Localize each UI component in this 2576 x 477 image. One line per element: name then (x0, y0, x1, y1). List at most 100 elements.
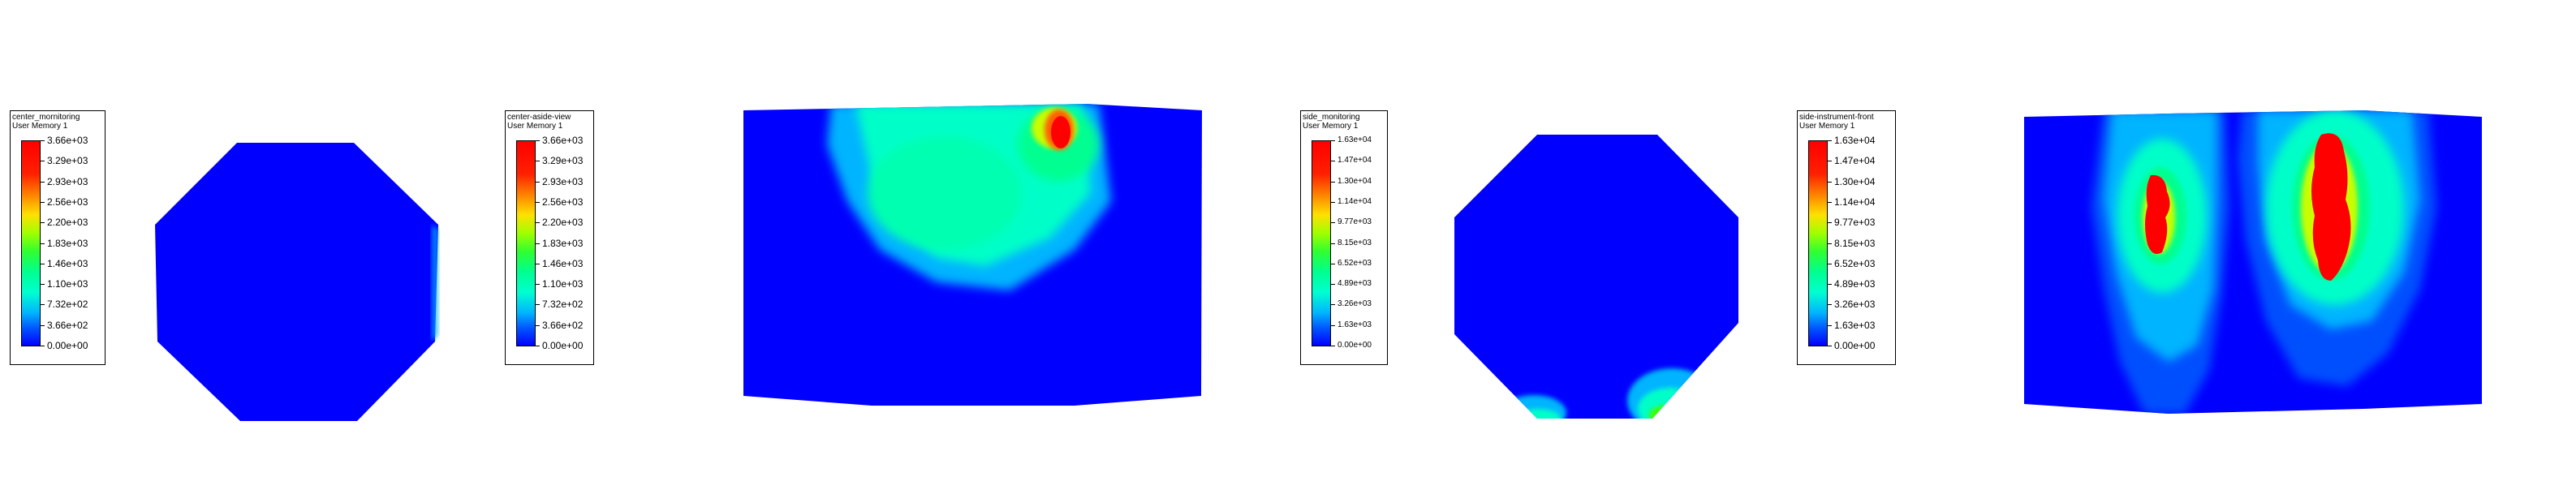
edge-highlight (432, 225, 438, 342)
domain-octagon (1454, 135, 1738, 419)
colorbar-label: 1.10e+03 (542, 278, 584, 290)
colorbar-label: 1.30e+04 (1338, 177, 1372, 186)
contour-side-monitoring (1454, 135, 1738, 419)
colorbar-label: 1.63e+03 (1834, 320, 1876, 331)
legend-subtitle: User Memory 1 (1799, 122, 1855, 131)
colorbar-label: 2.56e+03 (542, 196, 584, 208)
colorbar-tick (536, 325, 540, 326)
colorbar (21, 140, 41, 346)
legend-subtitle: User Memory 1 (12, 122, 68, 131)
colorbar-label: 1.83e+03 (47, 238, 88, 249)
legend-title: side_monitoring (1303, 113, 1360, 122)
legend-subtitle: User Memory 1 (507, 122, 563, 131)
colorbar-tick (536, 140, 540, 141)
colorbar-label: 1.46e+03 (542, 258, 584, 269)
colorbar-label: 1.83e+03 (542, 238, 584, 249)
colorbar-label: 1.10e+03 (47, 278, 88, 290)
colorbar-label: 2.56e+03 (47, 196, 88, 208)
legend-center-aside-view: center-aside-view User Memory 1 3.66e+03… (505, 110, 594, 365)
colorbar-label: 3.66e+03 (542, 135, 584, 146)
colorbar-label: 4.89e+03 (1338, 279, 1372, 288)
legend-side-monitoring: side_monitoring User Memory 1 1.63e+04 1.… (1300, 110, 1388, 365)
colorbar-label: 1.63e+04 (1338, 135, 1372, 144)
colorbar-tick (41, 182, 45, 183)
colorbar-label: 2.93e+03 (542, 176, 584, 187)
colorbar-label: 3.26e+03 (1834, 299, 1876, 310)
colorbar-label: 7.32e+02 (542, 299, 584, 310)
contour-center-aside-view (743, 104, 1202, 406)
colorbar-label: 0.00e+00 (1834, 340, 1876, 351)
colorbar-label: 6.52e+03 (1338, 259, 1372, 268)
colorbar-tick (41, 284, 45, 285)
colorbar-tick (1828, 304, 1832, 305)
colorbar-label: 7.32e+02 (47, 299, 88, 310)
colorbar-tick (41, 222, 45, 223)
colorbar-label: 0.00e+00 (1338, 341, 1372, 350)
legend-side-instrument-front: side-instrument-front User Memory 1 1.63… (1797, 110, 1896, 365)
colorbar-tick (1828, 325, 1832, 326)
colorbar-label: 1.14e+04 (1338, 197, 1372, 206)
colorbar-tick (41, 325, 45, 326)
colorbar-label: 9.77e+03 (1338, 217, 1372, 226)
colorbar-label: 1.46e+03 (47, 258, 88, 269)
colorbar-tick (41, 202, 45, 203)
colorbar-tick (1828, 202, 1832, 203)
colorbar-label: 6.52e+03 (1834, 258, 1876, 269)
contour-center-mornitoring (155, 143, 438, 421)
colorbar-tick (1828, 140, 1832, 141)
colorbar (1312, 140, 1331, 346)
colorbar-label: 8.15e+03 (1834, 238, 1876, 249)
colorbar-tick (1828, 284, 1832, 285)
colorbar-label: 3.26e+03 (1338, 299, 1372, 308)
colorbar (1808, 140, 1828, 346)
colorbar-label: 3.29e+03 (47, 155, 88, 166)
colorbar-tick (536, 304, 540, 305)
colorbar-label: 3.66e+02 (542, 320, 584, 331)
legend-subtitle: User Memory 1 (1303, 122, 1359, 131)
colorbar-tick (1331, 222, 1335, 223)
colorbar-tick (1331, 182, 1335, 183)
colorbar-label: 2.20e+03 (47, 217, 88, 228)
colorbar-label: 2.20e+03 (542, 217, 584, 228)
colorbar (516, 140, 536, 346)
colorbar-label: 3.29e+03 (542, 155, 584, 166)
colorbar-tick (1331, 284, 1335, 285)
colorbar-tick (1331, 304, 1335, 305)
colorbar-tick (41, 140, 45, 141)
colorbar-tick (536, 284, 540, 285)
colorbar-label: 4.89e+03 (1834, 278, 1876, 290)
colorbar-label: 3.66e+03 (47, 135, 88, 146)
legend-title: center-aside-view (507, 113, 571, 122)
contour-side-instrument-front (2024, 110, 2482, 414)
colorbar-tick (1331, 243, 1335, 244)
colorbar-tick (536, 202, 540, 203)
legend-title: center_mornitoring (12, 113, 80, 122)
colorbar-tick (536, 182, 540, 183)
colorbar-tick (1331, 140, 1335, 141)
colorbar-label: 1.47e+04 (1338, 156, 1372, 165)
colorbar-tick (41, 243, 45, 244)
colorbar-label: 2.93e+03 (47, 176, 88, 187)
colorbar-tick (1828, 222, 1832, 223)
colorbar-label: 1.30e+04 (1834, 176, 1876, 187)
colorbar-label: 1.63e+04 (1834, 135, 1876, 146)
colorbar-label: 9.77e+03 (1834, 217, 1876, 228)
colorbar-tick (1828, 182, 1832, 183)
legend-title: side-instrument-front (1799, 113, 1874, 122)
colorbar-label: 1.63e+03 (1338, 320, 1372, 329)
colorbar-tick (41, 304, 45, 305)
twin-plumes (2091, 110, 2436, 414)
cyan-plume (827, 104, 1111, 290)
domain-octagon (155, 143, 438, 421)
colorbar-tick (536, 243, 540, 244)
colorbar-label: 0.00e+00 (542, 340, 584, 351)
colorbar-tick (1828, 243, 1832, 244)
colorbar-label: 8.15e+03 (1338, 238, 1372, 247)
colorbar-label: 3.66e+02 (47, 320, 88, 331)
colorbar-label: 1.14e+04 (1834, 196, 1876, 208)
colorbar-label: 1.47e+04 (1834, 155, 1876, 166)
colorbar-tick (1331, 202, 1335, 203)
colorbar-tick (536, 222, 540, 223)
colorbar-label: 0.00e+00 (47, 340, 88, 351)
colorbar-tick (1331, 325, 1335, 326)
